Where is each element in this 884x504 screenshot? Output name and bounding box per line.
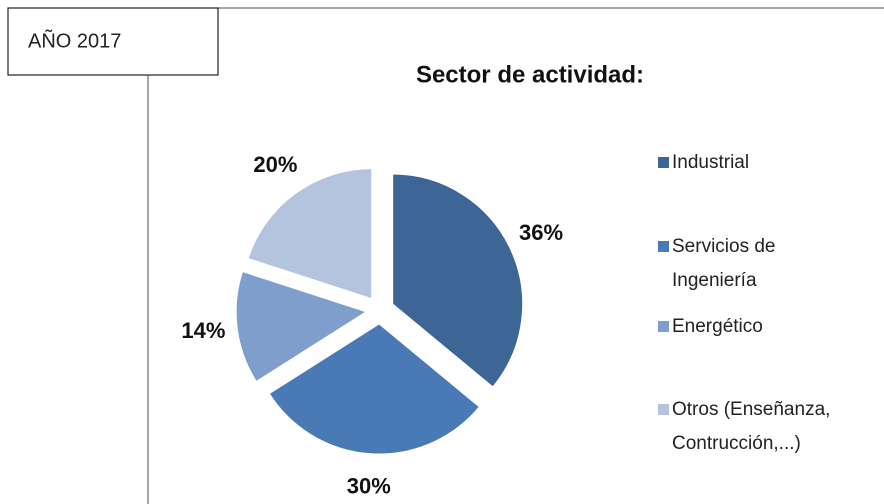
legend-label: Otros (Enseñanza, Contrucción,...) xyxy=(672,399,831,454)
legend-swatch xyxy=(658,241,669,252)
legend-label: Servicios de Ingeniería xyxy=(672,236,776,291)
legend-swatch xyxy=(658,321,669,332)
data-label: 20% xyxy=(253,152,297,177)
legend-swatch xyxy=(658,404,669,415)
chart-title: Sector de actividad: xyxy=(416,61,644,88)
year-box xyxy=(7,7,219,76)
year-label: AÑO 2017 xyxy=(28,28,121,52)
pie-slice xyxy=(268,323,480,455)
legend-item: Servicios de Ingeniería xyxy=(658,230,863,298)
pie-slice xyxy=(392,173,524,388)
legend-label: Industrial xyxy=(672,152,750,173)
legend-item: Energético xyxy=(658,310,863,344)
data-label: 14% xyxy=(181,318,225,343)
data-label: 30% xyxy=(347,473,391,498)
legend-item: Otros (Enseñanza, Contrucción,...) xyxy=(658,393,863,461)
pie-slice xyxy=(247,168,373,300)
legend-label: Energético xyxy=(672,316,763,337)
legend-swatch xyxy=(658,157,669,168)
data-label: 36% xyxy=(519,220,563,245)
pie-slice xyxy=(235,270,368,383)
legend-item: Industrial xyxy=(658,146,863,180)
